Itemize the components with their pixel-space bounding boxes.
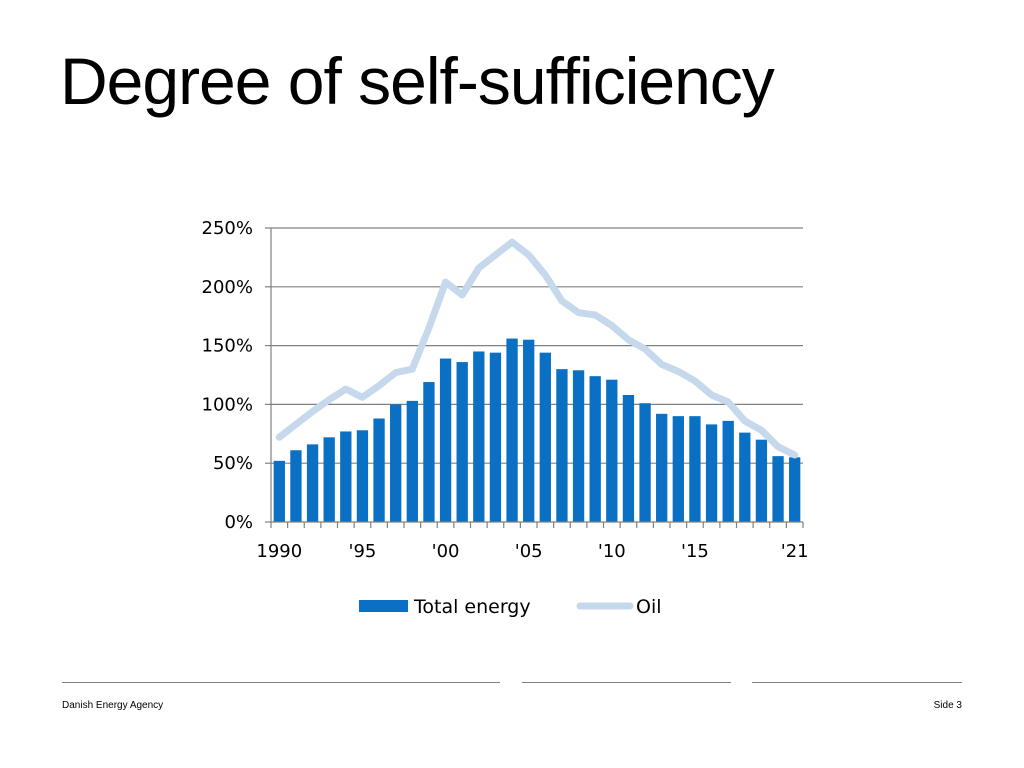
oil-line-layer <box>275 238 799 459</box>
total-energy-bars <box>273 338 801 522</box>
bar-total-energy <box>506 338 518 522</box>
footer-rule-middle <box>522 682 731 683</box>
y-tick-label: 50% <box>213 453 253 474</box>
x-tick-label: 1990 <box>256 541 302 562</box>
bar-total-energy <box>556 369 568 522</box>
bar-total-energy <box>589 376 601 522</box>
footer-rule-right <box>752 682 962 683</box>
bar-total-energy <box>340 431 352 522</box>
y-tick-label: 150% <box>202 336 253 357</box>
bar-total-energy <box>755 439 768 522</box>
bar-total-energy <box>672 416 684 522</box>
x-tick-label: '95 <box>349 541 377 562</box>
bar-total-energy <box>705 424 718 522</box>
bar-total-energy <box>622 394 635 522</box>
bar-total-energy <box>306 444 319 522</box>
bar-total-energy <box>572 370 585 522</box>
bar-total-energy <box>689 416 701 522</box>
x-tick-label: '21 <box>781 541 809 562</box>
y-tick-label: 0% <box>224 512 253 533</box>
x-tick-label: '05 <box>515 541 543 562</box>
oil-line <box>275 238 799 459</box>
legend: Total energy Oil <box>359 596 662 618</box>
bar-total-energy <box>639 403 651 522</box>
bar-total-energy <box>290 450 302 522</box>
legend-label-oil: Oil <box>636 596 662 618</box>
grid-lines <box>271 227 803 464</box>
y-tick-label: 100% <box>202 394 253 415</box>
bar-total-energy <box>606 379 618 522</box>
y-tick-label: 250% <box>202 218 253 239</box>
slide-title: Degree of self-sufficiency <box>60 44 775 118</box>
bar-total-energy <box>390 404 402 522</box>
bar-total-energy <box>739 432 751 522</box>
legend-swatch-total-energy <box>359 600 408 612</box>
bar-total-energy <box>789 457 801 522</box>
bar-total-energy <box>323 437 335 522</box>
x-tick-label: '10 <box>598 541 626 562</box>
bar-total-energy <box>489 352 502 522</box>
bar-total-energy <box>356 430 369 522</box>
footer-page-number: Side 3 <box>933 700 962 711</box>
bar-total-energy <box>473 351 485 522</box>
bar-total-energy <box>373 418 385 522</box>
bar-total-energy <box>456 362 468 522</box>
axes: 250% 200% 150% 100% 50% 0%1990 '95 '00 '05 '10 '15… <box>202 218 809 562</box>
bar-total-energy <box>273 460 285 522</box>
bar-total-energy <box>656 413 668 522</box>
bar-total-energy <box>722 420 734 522</box>
x-tick-label: '15 <box>681 541 709 562</box>
bar-total-energy <box>539 352 551 522</box>
bar-total-energy <box>523 339 535 522</box>
bar-total-energy <box>423 382 435 522</box>
footer-rule-left <box>62 682 500 683</box>
legend-label-total-energy: Total energy <box>413 596 531 618</box>
bar-total-energy <box>772 456 784 522</box>
x-tick-label: '00 <box>432 541 460 562</box>
bar-total-energy <box>406 400 418 522</box>
y-tick-label: 200% <box>202 277 253 298</box>
bar-total-energy <box>439 358 452 522</box>
self-sufficiency-chart: 250% 200% 150% 100% 50% 0%1990 '95 '00 '05 '10 '15… <box>202 218 809 618</box>
footer-organization: Danish Energy Agency <box>62 700 164 711</box>
